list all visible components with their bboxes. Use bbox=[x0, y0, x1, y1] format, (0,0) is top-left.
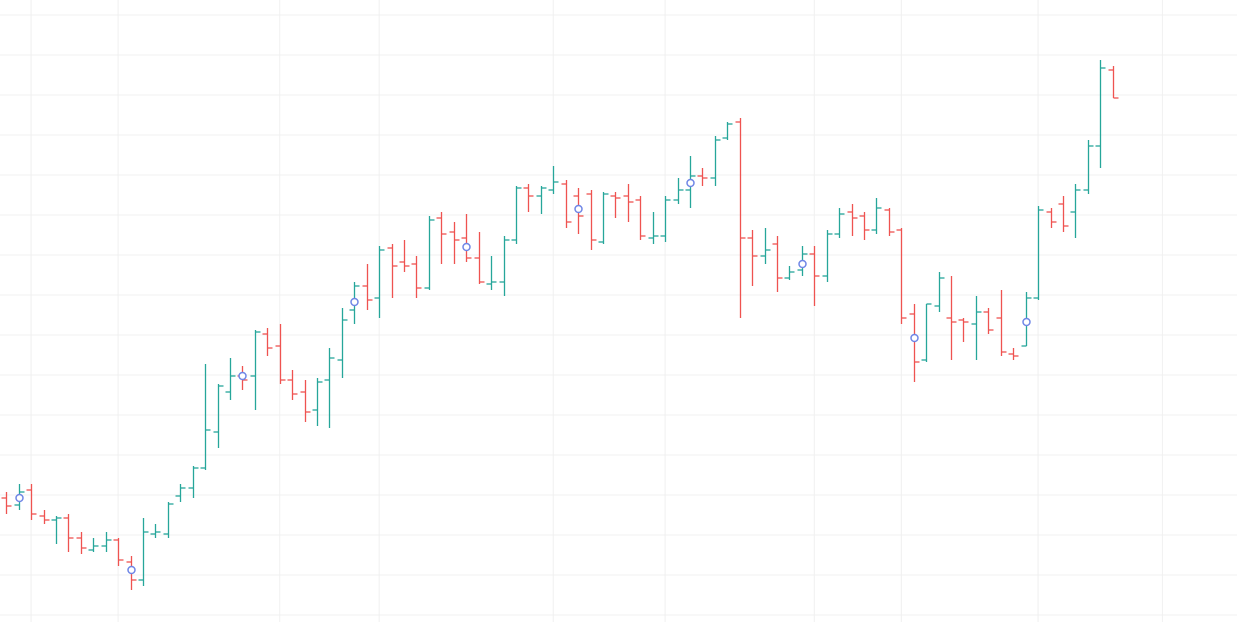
marker bbox=[238, 371, 247, 381]
marker bbox=[574, 204, 583, 214]
marker bbox=[1022, 317, 1031, 327]
marker bbox=[686, 178, 695, 188]
marker bbox=[798, 259, 807, 269]
marker bbox=[462, 242, 471, 252]
marker bbox=[127, 565, 136, 575]
marker bbox=[910, 333, 919, 343]
marker bbox=[15, 493, 24, 503]
marker bbox=[350, 297, 359, 307]
